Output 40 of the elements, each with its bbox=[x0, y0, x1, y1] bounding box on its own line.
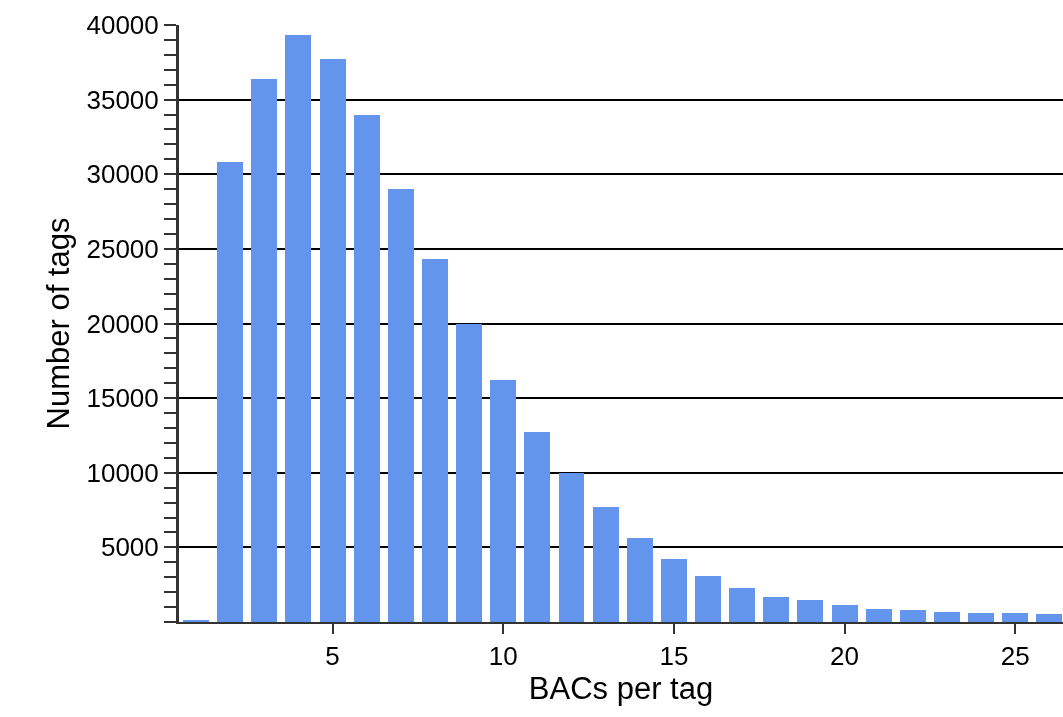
y-tick-label: 15000 bbox=[86, 383, 159, 414]
bar bbox=[559, 473, 584, 622]
bar bbox=[866, 609, 892, 622]
y-tick-label: 20000 bbox=[86, 308, 159, 339]
bar bbox=[354, 115, 380, 622]
y-tick-label: 5000 bbox=[100, 532, 159, 563]
x-tick-label: 25 bbox=[1000, 641, 1030, 672]
bar bbox=[968, 613, 994, 622]
bar bbox=[934, 612, 960, 622]
y-tick-label: 35000 bbox=[86, 84, 159, 115]
bar bbox=[490, 380, 516, 622]
bar bbox=[900, 610, 926, 622]
y-axis-title: Number of tags bbox=[41, 217, 77, 430]
bar bbox=[285, 35, 311, 622]
y-tick-label: 10000 bbox=[86, 457, 159, 488]
bar bbox=[797, 600, 823, 622]
bar bbox=[763, 597, 789, 622]
bar bbox=[627, 538, 653, 622]
bar bbox=[217, 162, 243, 622]
x-tick-label: 15 bbox=[659, 641, 689, 672]
bar bbox=[729, 588, 755, 622]
bar bbox=[695, 576, 721, 622]
bar bbox=[456, 324, 482, 622]
y-tick-label: 40000 bbox=[86, 10, 159, 41]
bar bbox=[661, 559, 687, 622]
bar bbox=[1036, 614, 1062, 622]
bar bbox=[422, 259, 448, 622]
x-tick-label: 5 bbox=[325, 641, 340, 672]
bar bbox=[251, 79, 277, 622]
bar bbox=[832, 605, 858, 622]
bar bbox=[524, 432, 550, 622]
x-tick-label: 10 bbox=[488, 641, 518, 672]
bar bbox=[593, 507, 619, 622]
bar bbox=[1002, 613, 1028, 622]
bar bbox=[388, 189, 414, 622]
x-axis-title: BACs per tag bbox=[528, 671, 714, 707]
bar bbox=[320, 59, 346, 622]
y-tick-label: 30000 bbox=[86, 159, 159, 190]
x-tick-label: 20 bbox=[830, 641, 860, 672]
y-tick-label: 25000 bbox=[86, 233, 159, 264]
